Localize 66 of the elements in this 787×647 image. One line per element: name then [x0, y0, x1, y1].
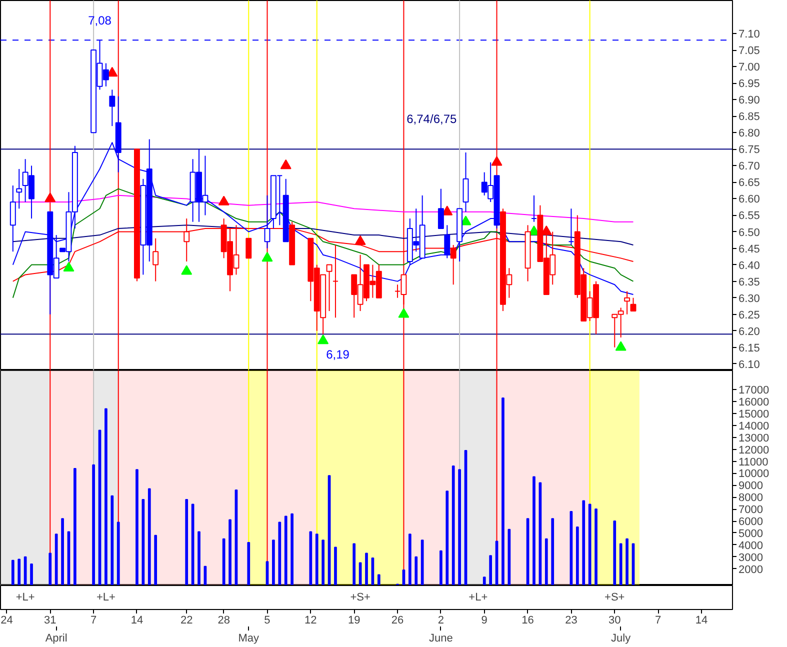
ref-line-label: 6,74/6,75 [406, 112, 457, 126]
text: April [45, 632, 68, 644]
text: June [429, 632, 453, 644]
x-tick-label: 14 [130, 614, 144, 626]
y-tick-label: 14000 [738, 420, 770, 432]
x-tick-label: 23 [565, 614, 578, 626]
x-tick-label: 24 [0, 614, 13, 626]
band-label: +S+ [350, 592, 370, 604]
y-tick-label: 12000 [738, 444, 770, 456]
y-tick-label: 6.55 [738, 210, 760, 222]
x-tick-label: 9 [481, 614, 488, 626]
y-tick-label: 15000 [738, 408, 770, 420]
y-tick-label: 6.20 [738, 326, 760, 338]
y-tick-label: 6.10 [738, 358, 760, 371]
y-tick-label: 7.10 [738, 28, 760, 41]
x-tick-label: 30 [608, 614, 621, 626]
annotation: 7,08 [88, 14, 112, 28]
y-tick-label: 6.70 [738, 160, 760, 173]
band-label: +S+ [604, 592, 625, 604]
y-tick-label: 6.65 [738, 177, 760, 190]
y-tick-label: 2000 [738, 564, 763, 576]
y-tick-label: 6.80 [738, 128, 760, 140]
y-tick-label: 7000 [738, 504, 763, 516]
y-tick-label: 11000 [738, 456, 768, 468]
x-tick-label: 19 [348, 614, 360, 626]
x-tick-label: 7 [655, 614, 662, 626]
x-tick-label: 12 [304, 614, 317, 626]
x-tick-label: 7 [90, 614, 97, 626]
y-tick-label: 16000 [738, 396, 770, 409]
x-tick-label: 2 [438, 614, 444, 626]
x-tick-label: 16 [522, 614, 534, 626]
x-tick-label: 28 [218, 614, 230, 626]
y-tick-label: 6.30 [738, 292, 760, 305]
band-label: +L+ [468, 592, 488, 604]
y-tick-label: 6.15 [738, 342, 760, 354]
y-tick-label: 5000 [738, 528, 763, 540]
y-tick-label: 17000 [738, 384, 770, 397]
text: July [611, 632, 632, 644]
y-tick-label: 6.75 [738, 144, 760, 156]
y-tick-label: 6.25 [738, 309, 760, 322]
y-tick-label: 6.90 [738, 94, 760, 107]
x-tick-label: 14 [695, 614, 708, 626]
annotation: 6,19 [326, 348, 350, 362]
y-tick-label: 8000 [738, 492, 763, 504]
y-tick-label: 6.45 [738, 243, 760, 256]
band-label: +L+ [96, 592, 116, 604]
y-tick-label: 6.85 [738, 111, 760, 124]
y-tick-label: 6.50 [738, 226, 760, 239]
x-tick-label: 26 [391, 614, 404, 626]
x-tick-label: 22 [180, 614, 193, 626]
y-tick-label: 9000 [738, 480, 763, 492]
y-tick-label: 7.05 [738, 45, 760, 58]
y-tick-label: 13000 [738, 432, 770, 444]
y-tick-label: 6.40 [738, 260, 760, 272]
y-tick-label: 10000 [738, 468, 770, 480]
y-tick-label: 6.95 [738, 78, 760, 90]
band-label: +L+ [16, 592, 35, 604]
y-tick-label: 6.60 [738, 194, 760, 206]
y-tick-label: 6000 [738, 516, 763, 528]
y-tick-label: 7.00 [738, 62, 760, 74]
y-tick-label: 3000 [738, 552, 763, 564]
y-tick-label: 4000 [738, 540, 763, 552]
x-tick-label: 5 [264, 614, 270, 626]
text: May [238, 632, 260, 644]
y-tick-label: 6.35 [738, 276, 760, 288]
x-tick-label: 31 [44, 614, 56, 626]
